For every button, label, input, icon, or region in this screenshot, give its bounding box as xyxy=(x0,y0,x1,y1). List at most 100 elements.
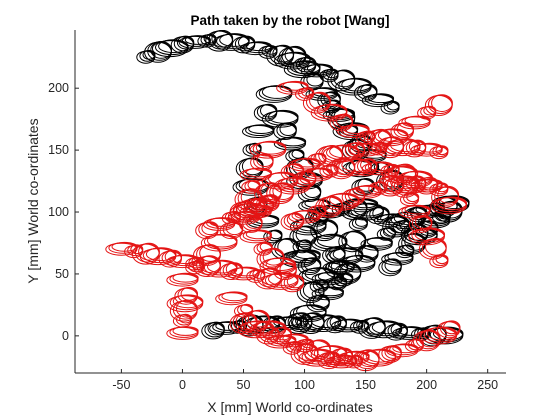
x-tick-label: 150 xyxy=(355,378,376,392)
path-point-mark xyxy=(145,247,177,262)
path-point-mark xyxy=(343,124,370,135)
path-point-mark xyxy=(255,140,287,155)
path-point-mark xyxy=(279,122,297,137)
path-point-mark xyxy=(357,349,380,368)
path-point-mark xyxy=(245,229,272,240)
axes xyxy=(74,30,506,374)
path-point-mark xyxy=(425,237,447,256)
path-point-mark xyxy=(245,167,272,178)
path-point-mark xyxy=(370,128,392,147)
path-point-mark xyxy=(306,63,334,74)
path-point-mark xyxy=(366,236,393,247)
path-point-mark xyxy=(325,163,339,174)
path-point-mark xyxy=(404,204,431,215)
path-point-mark xyxy=(325,68,339,79)
path-point-mark xyxy=(301,338,315,349)
path-point-mark xyxy=(301,87,315,97)
path-point-mark xyxy=(280,136,307,147)
path-point-mark xyxy=(412,330,441,352)
path-point-mark xyxy=(252,269,266,279)
path-point-mark xyxy=(179,313,193,324)
path-point-mark xyxy=(256,153,274,168)
path-point-mark xyxy=(184,35,211,45)
path-point-mark xyxy=(408,139,427,154)
path-point-mark xyxy=(443,320,461,335)
path-point-mark xyxy=(437,185,460,204)
path-point-mark xyxy=(436,196,468,211)
path-point-mark xyxy=(309,91,331,110)
path-point-mark xyxy=(408,175,427,190)
path-point-mark xyxy=(225,262,244,277)
path-point-mark xyxy=(262,194,280,208)
path-point-mark xyxy=(303,257,322,272)
y-tick-label: 150 xyxy=(48,143,69,157)
path-point-mark xyxy=(221,291,248,302)
path-point-mark xyxy=(131,243,160,265)
path-point-mark xyxy=(268,109,299,124)
path-point-mark xyxy=(219,33,250,47)
path-point-mark xyxy=(431,94,453,112)
path-point-mark xyxy=(272,182,295,201)
path-point-mark xyxy=(362,130,376,141)
path-point-mark xyxy=(130,244,144,255)
path-point-mark xyxy=(439,195,470,210)
y-tick-label: 50 xyxy=(55,267,69,281)
path-point-mark xyxy=(207,233,238,248)
path-point-mark xyxy=(423,105,437,116)
path-point-mark xyxy=(306,72,324,87)
path-point-mark xyxy=(387,251,414,262)
path-point-mark xyxy=(380,213,407,224)
path-point-mark xyxy=(390,175,421,190)
path-point-mark xyxy=(282,333,309,344)
path-point-mark xyxy=(328,246,346,260)
path-point-mark xyxy=(344,230,367,249)
x-tick-label: 100 xyxy=(294,378,315,392)
path-point-mark xyxy=(367,93,395,104)
path-point-mark xyxy=(371,320,403,335)
x-tick-label: 250 xyxy=(477,378,498,392)
path-point-mark xyxy=(345,198,368,217)
y-axis-label: Y [mm] World co-ordinates xyxy=(25,118,41,283)
path-point-mark xyxy=(432,326,464,341)
path-point-mark xyxy=(335,347,354,362)
path-point-mark xyxy=(262,247,285,266)
path-point-mark xyxy=(296,217,327,232)
y-tick-label: 200 xyxy=(48,81,69,95)
path-point-mark xyxy=(353,202,385,217)
path-point-mark xyxy=(343,350,370,361)
path-point-mark xyxy=(316,103,348,118)
path-point-mark xyxy=(329,192,360,207)
plot-area xyxy=(105,30,470,372)
y-tick-label: 0 xyxy=(62,329,69,343)
path-point-mark xyxy=(172,272,199,283)
x-tick-label: 200 xyxy=(416,378,437,392)
path-point-mark xyxy=(290,60,321,75)
path-point-mark xyxy=(172,294,204,309)
x-axis-ticks: -50 0 50 100 150 200 250 xyxy=(112,369,498,392)
path-point-mark xyxy=(282,80,309,91)
x-tick-label: -50 xyxy=(112,378,130,392)
path-point-mark xyxy=(215,321,242,331)
x-axis-label: X [mm] World co-ordinates xyxy=(207,399,372,415)
path-point-mark xyxy=(279,262,297,277)
x-tick-label: 50 xyxy=(237,378,251,392)
path-point-mark xyxy=(341,158,372,172)
path-point-mark xyxy=(424,95,453,116)
path-point-mark xyxy=(357,178,375,192)
path-point-mark xyxy=(344,254,376,269)
x-tick-label: 0 xyxy=(179,378,186,392)
path-point-mark xyxy=(248,309,270,328)
path-point-mark xyxy=(312,294,330,309)
path-point-mark xyxy=(404,115,431,126)
path-point-mark xyxy=(277,237,300,256)
path-point-mark xyxy=(256,242,273,254)
path-point-mark xyxy=(264,45,278,55)
path-point-mark xyxy=(176,35,195,50)
path-point-mark xyxy=(387,165,419,180)
path-point-mark xyxy=(309,339,331,358)
path-point-mark xyxy=(386,100,400,111)
path-point-mark xyxy=(284,45,307,64)
path-point-mark xyxy=(317,286,344,297)
chart-title: Path taken by the robot [Wang] xyxy=(191,13,390,28)
